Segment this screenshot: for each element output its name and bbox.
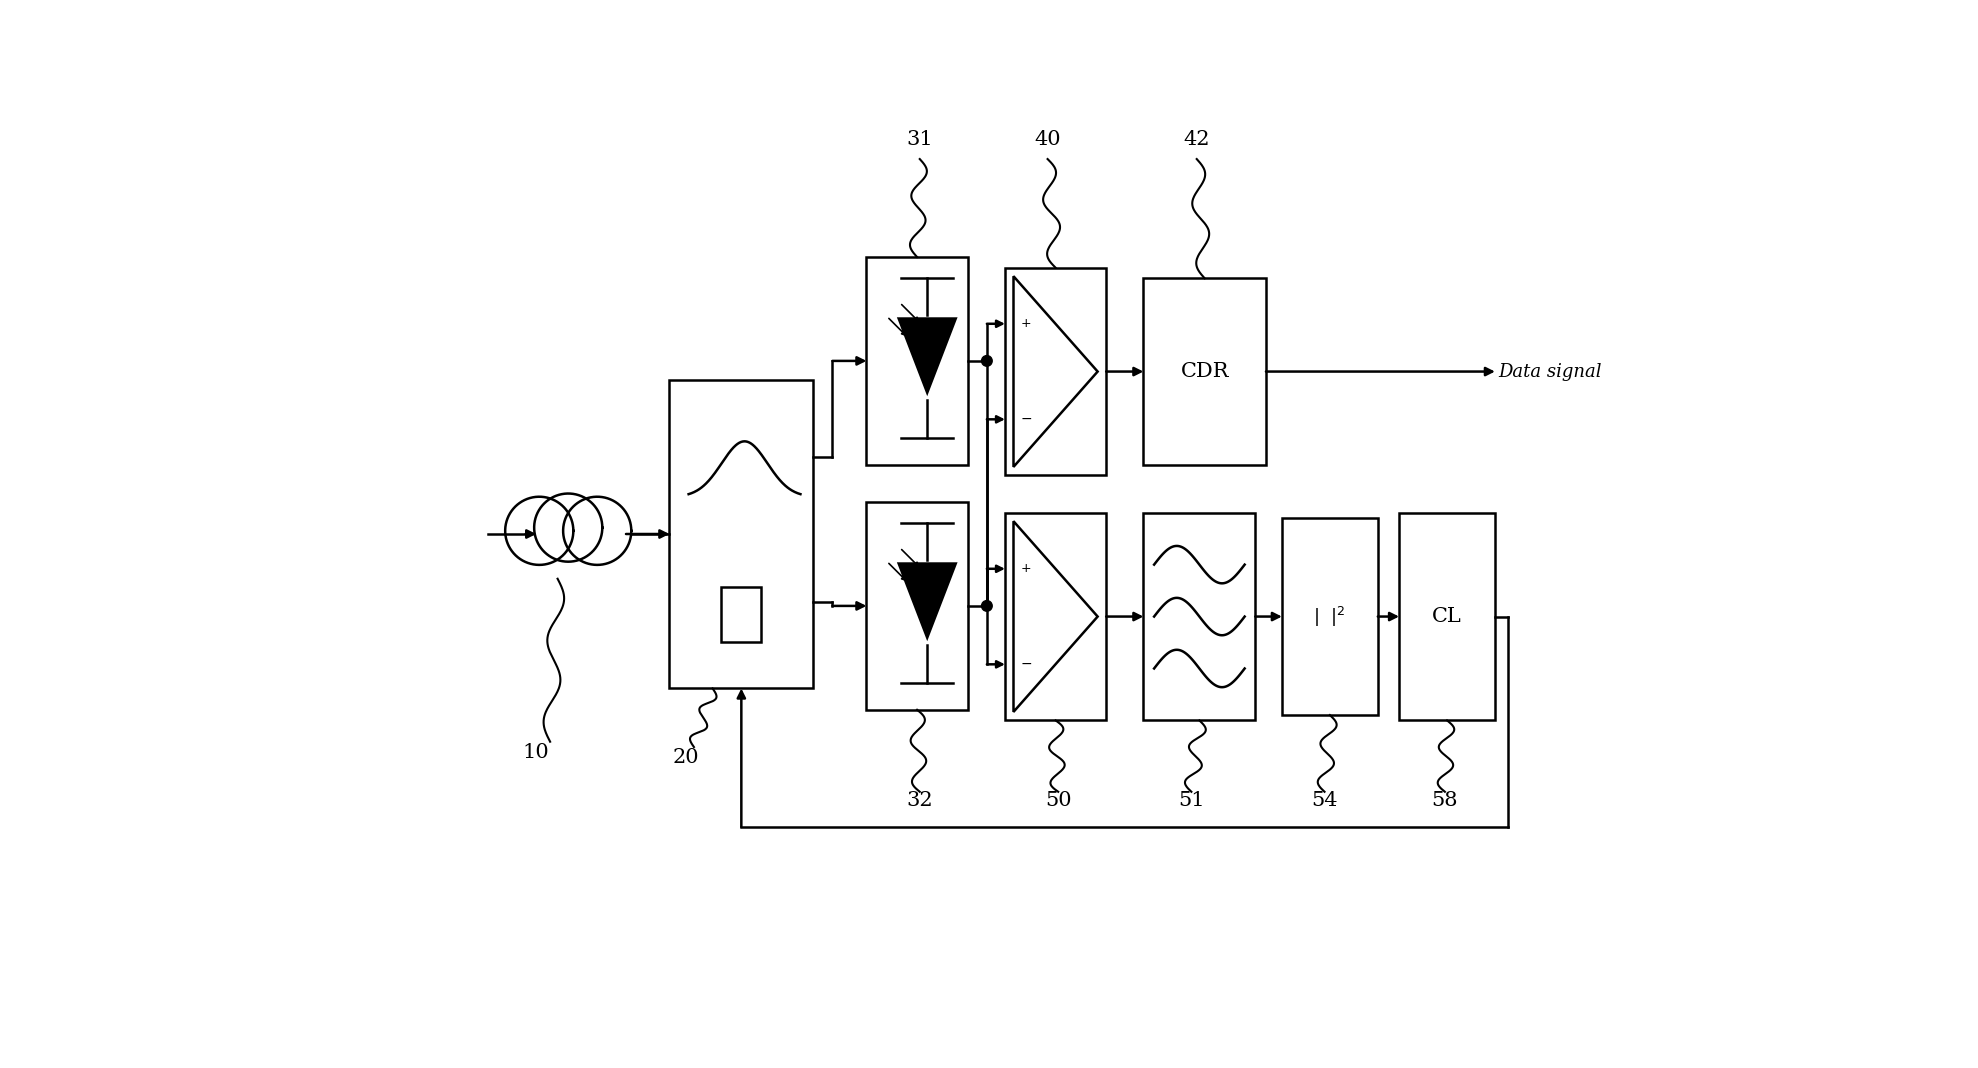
Text: 32: 32 <box>906 790 934 810</box>
Text: +: + <box>1021 317 1033 330</box>
Text: 42: 42 <box>1183 130 1211 150</box>
Bar <box>1282 518 1379 716</box>
Text: 20: 20 <box>673 748 698 767</box>
Text: −: − <box>1021 412 1033 426</box>
Text: 31: 31 <box>906 130 934 150</box>
Bar <box>866 257 967 465</box>
Circle shape <box>981 356 993 366</box>
Text: 58: 58 <box>1432 790 1458 810</box>
Circle shape <box>981 600 993 611</box>
Bar <box>669 379 813 689</box>
Text: CL: CL <box>1432 607 1462 626</box>
Text: +: + <box>1021 562 1033 576</box>
Bar <box>1005 513 1106 721</box>
Bar <box>1398 513 1495 721</box>
Bar <box>1143 513 1256 721</box>
Text: 40: 40 <box>1034 130 1060 150</box>
Bar <box>866 502 967 710</box>
Bar <box>1005 268 1106 475</box>
Text: 54: 54 <box>1311 790 1337 810</box>
Text: 51: 51 <box>1179 790 1205 810</box>
Text: Data signal: Data signal <box>1497 362 1602 380</box>
Text: 10: 10 <box>522 742 550 761</box>
Bar <box>1143 279 1266 465</box>
Text: $|\ \ |^2$: $|\ \ |^2$ <box>1313 604 1347 629</box>
Polygon shape <box>896 317 957 396</box>
Polygon shape <box>896 562 957 641</box>
Text: 50: 50 <box>1044 790 1072 810</box>
Bar <box>722 586 762 642</box>
Text: −: − <box>1021 657 1033 672</box>
Text: CDR: CDR <box>1181 362 1228 381</box>
